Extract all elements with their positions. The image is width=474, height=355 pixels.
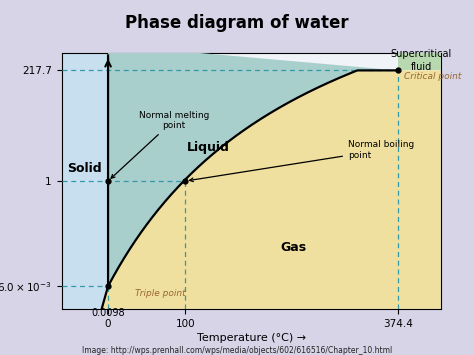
Text: Triple point: Triple point: [135, 289, 186, 297]
Text: Normal boiling
point: Normal boiling point: [190, 141, 414, 182]
Text: Image: http://wps.prenhall.com/wps/media/objects/602/616516/Chapter_10.html: Image: http://wps.prenhall.com/wps/media…: [82, 346, 392, 355]
Text: Gas: Gas: [281, 241, 307, 254]
Text: Solid: Solid: [67, 163, 102, 175]
Text: Liquid: Liquid: [187, 141, 230, 154]
Text: Supercritical
fluid: Supercritical fluid: [391, 49, 452, 72]
Text: 0.0098: 0.0098: [91, 308, 125, 318]
Polygon shape: [398, 45, 441, 70]
Text: Normal melting
point: Normal melting point: [111, 110, 209, 178]
Polygon shape: [62, 70, 441, 323]
Text: Phase diagram of water: Phase diagram of water: [125, 15, 349, 32]
Text: Temperature (°C) →: Temperature (°C) →: [197, 333, 306, 343]
Text: Critical point: Critical point: [404, 72, 461, 81]
Polygon shape: [108, 45, 398, 286]
Polygon shape: [62, 45, 108, 323]
